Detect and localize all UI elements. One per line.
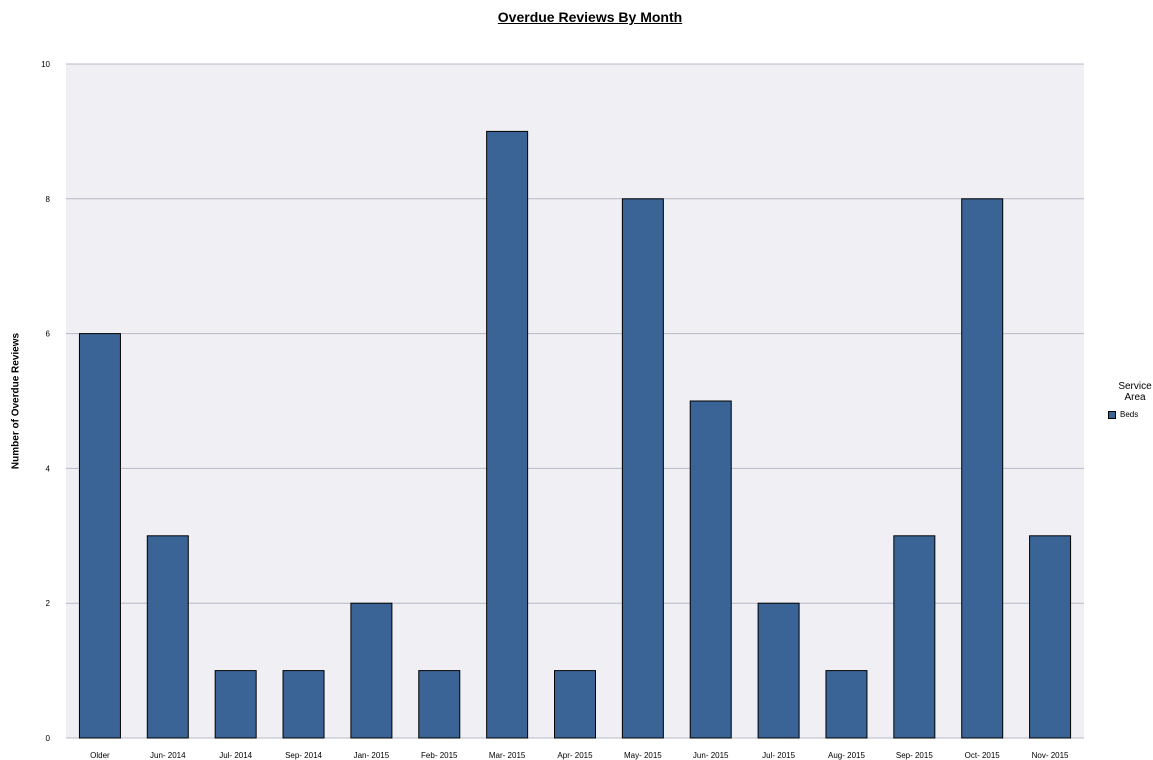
legend-swatch bbox=[1108, 410, 1116, 419]
x-tick-label: Jan- 2015 bbox=[354, 751, 390, 760]
bar bbox=[757, 602, 800, 739]
x-tick-labels: Older Jun- 2014 Jul- 2014 Sep- 2014 Jan- 201… bbox=[90, 751, 1069, 760]
x-tick-label: Jul- 2015 bbox=[762, 751, 795, 760]
legend: Service Area Beds bbox=[1100, 381, 1153, 419]
x-tick-label: May- 2015 bbox=[624, 751, 662, 760]
bar bbox=[554, 670, 596, 739]
bar bbox=[78, 333, 121, 739]
x-tick-label: Apr- 2015 bbox=[557, 751, 593, 760]
bar bbox=[146, 535, 189, 739]
x-tick-label: Jul- 2014 bbox=[219, 751, 252, 760]
y-tick-label: 6 bbox=[46, 330, 51, 339]
x-tick-label: Older bbox=[90, 751, 110, 760]
x-tick-label: Aug- 2015 bbox=[828, 751, 865, 760]
y-tick-label: 2 bbox=[46, 599, 51, 608]
x-tick-label: Jun- 2014 bbox=[150, 751, 186, 760]
x-tick-label: Jun- 2015 bbox=[693, 751, 729, 760]
bar bbox=[825, 670, 868, 739]
bar bbox=[350, 602, 393, 739]
x-tick-label: Mar- 2015 bbox=[489, 751, 526, 760]
y-tick-label: 0 bbox=[46, 734, 51, 743]
bar bbox=[893, 535, 936, 739]
x-tick-label: Sep- 2015 bbox=[896, 751, 933, 760]
legend-title-line1: Service bbox=[1118, 381, 1152, 392]
bars bbox=[78, 130, 1072, 739]
bar bbox=[961, 198, 1004, 739]
bar bbox=[1029, 535, 1072, 739]
y-tick-label: 10 bbox=[41, 60, 50, 69]
x-tick-label: Feb- 2015 bbox=[421, 751, 458, 760]
bar bbox=[214, 670, 257, 739]
y-tick-labels: 0 2 4 6 8 10 bbox=[41, 60, 50, 743]
legend-title-line2: Area bbox=[1124, 392, 1146, 403]
bar bbox=[621, 198, 664, 739]
legend-title: Service Area bbox=[1100, 381, 1153, 403]
y-tick-label: 4 bbox=[46, 464, 51, 473]
bar bbox=[486, 130, 529, 739]
legend-label: Beds bbox=[1120, 410, 1139, 419]
bar bbox=[689, 400, 732, 739]
y-tick-label: 8 bbox=[46, 195, 51, 204]
x-tick-label: Oct- 2015 bbox=[965, 751, 1001, 760]
legend-item-beds: Beds bbox=[1108, 410, 1153, 419]
bar bbox=[418, 670, 461, 739]
bar bbox=[282, 670, 325, 739]
chart-title: Overdue Reviews By Month bbox=[497, 9, 683, 25]
x-tick-label: Sep- 2014 bbox=[285, 751, 322, 760]
x-tick-label: Nov- 2015 bbox=[1032, 751, 1069, 760]
